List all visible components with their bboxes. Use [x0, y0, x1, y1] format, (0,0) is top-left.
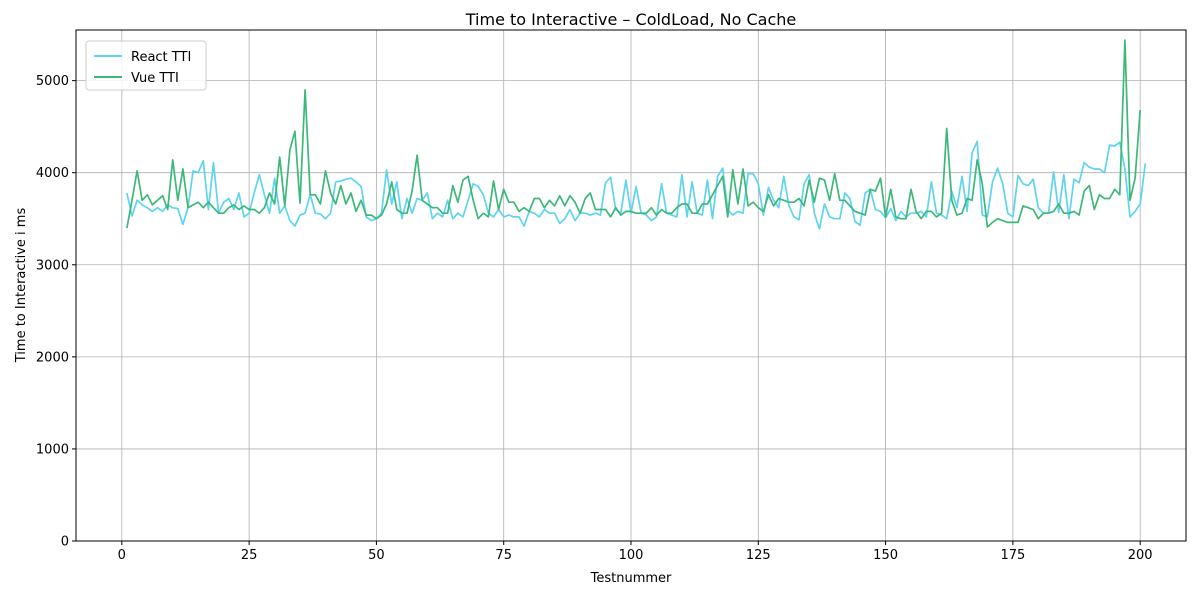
x-tick-label: 125 — [746, 548, 771, 563]
series-line-vue — [126, 39, 1142, 229]
x-tick-label: 0 — [118, 548, 126, 563]
chart-title: Time to Interactive – ColdLoad, No Cache — [465, 10, 796, 29]
y-tick-label: 0 — [61, 535, 69, 550]
x-tick-label: 50 — [368, 548, 385, 563]
y-tick-label: 5000 — [36, 74, 69, 89]
y-tick-label: 1000 — [36, 442, 69, 457]
legend-label-vue: Vue TTI — [131, 71, 179, 86]
x-tick-label: 25 — [241, 548, 258, 563]
y-tick-label: 2000 — [36, 350, 69, 365]
y-axis-label: Time to Interactive i ms — [14, 208, 29, 364]
legend-label-react: React TTI — [131, 50, 191, 65]
legend: React TTI Vue TTI — [85, 40, 207, 91]
x-tick-label: 75 — [495, 548, 512, 563]
x-tick-label: 200 — [1128, 548, 1153, 563]
grid — [76, 30, 1186, 542]
series-lines — [126, 39, 1147, 230]
x-tick-label: 100 — [619, 548, 644, 563]
x-axis-ticks: 0 25 50 75 100 125 150 175 200 — [118, 541, 1153, 563]
series-line-react — [126, 140, 1147, 230]
x-tick-label: 150 — [873, 548, 898, 563]
y-tick-label: 3000 — [36, 258, 69, 273]
x-axis-label: Testnummer — [590, 571, 672, 586]
y-tick-label: 4000 — [36, 166, 69, 181]
x-tick-label: 175 — [1000, 548, 1025, 563]
y-axis-ticks: 0 1000 2000 3000 4000 5000 — [36, 74, 76, 550]
